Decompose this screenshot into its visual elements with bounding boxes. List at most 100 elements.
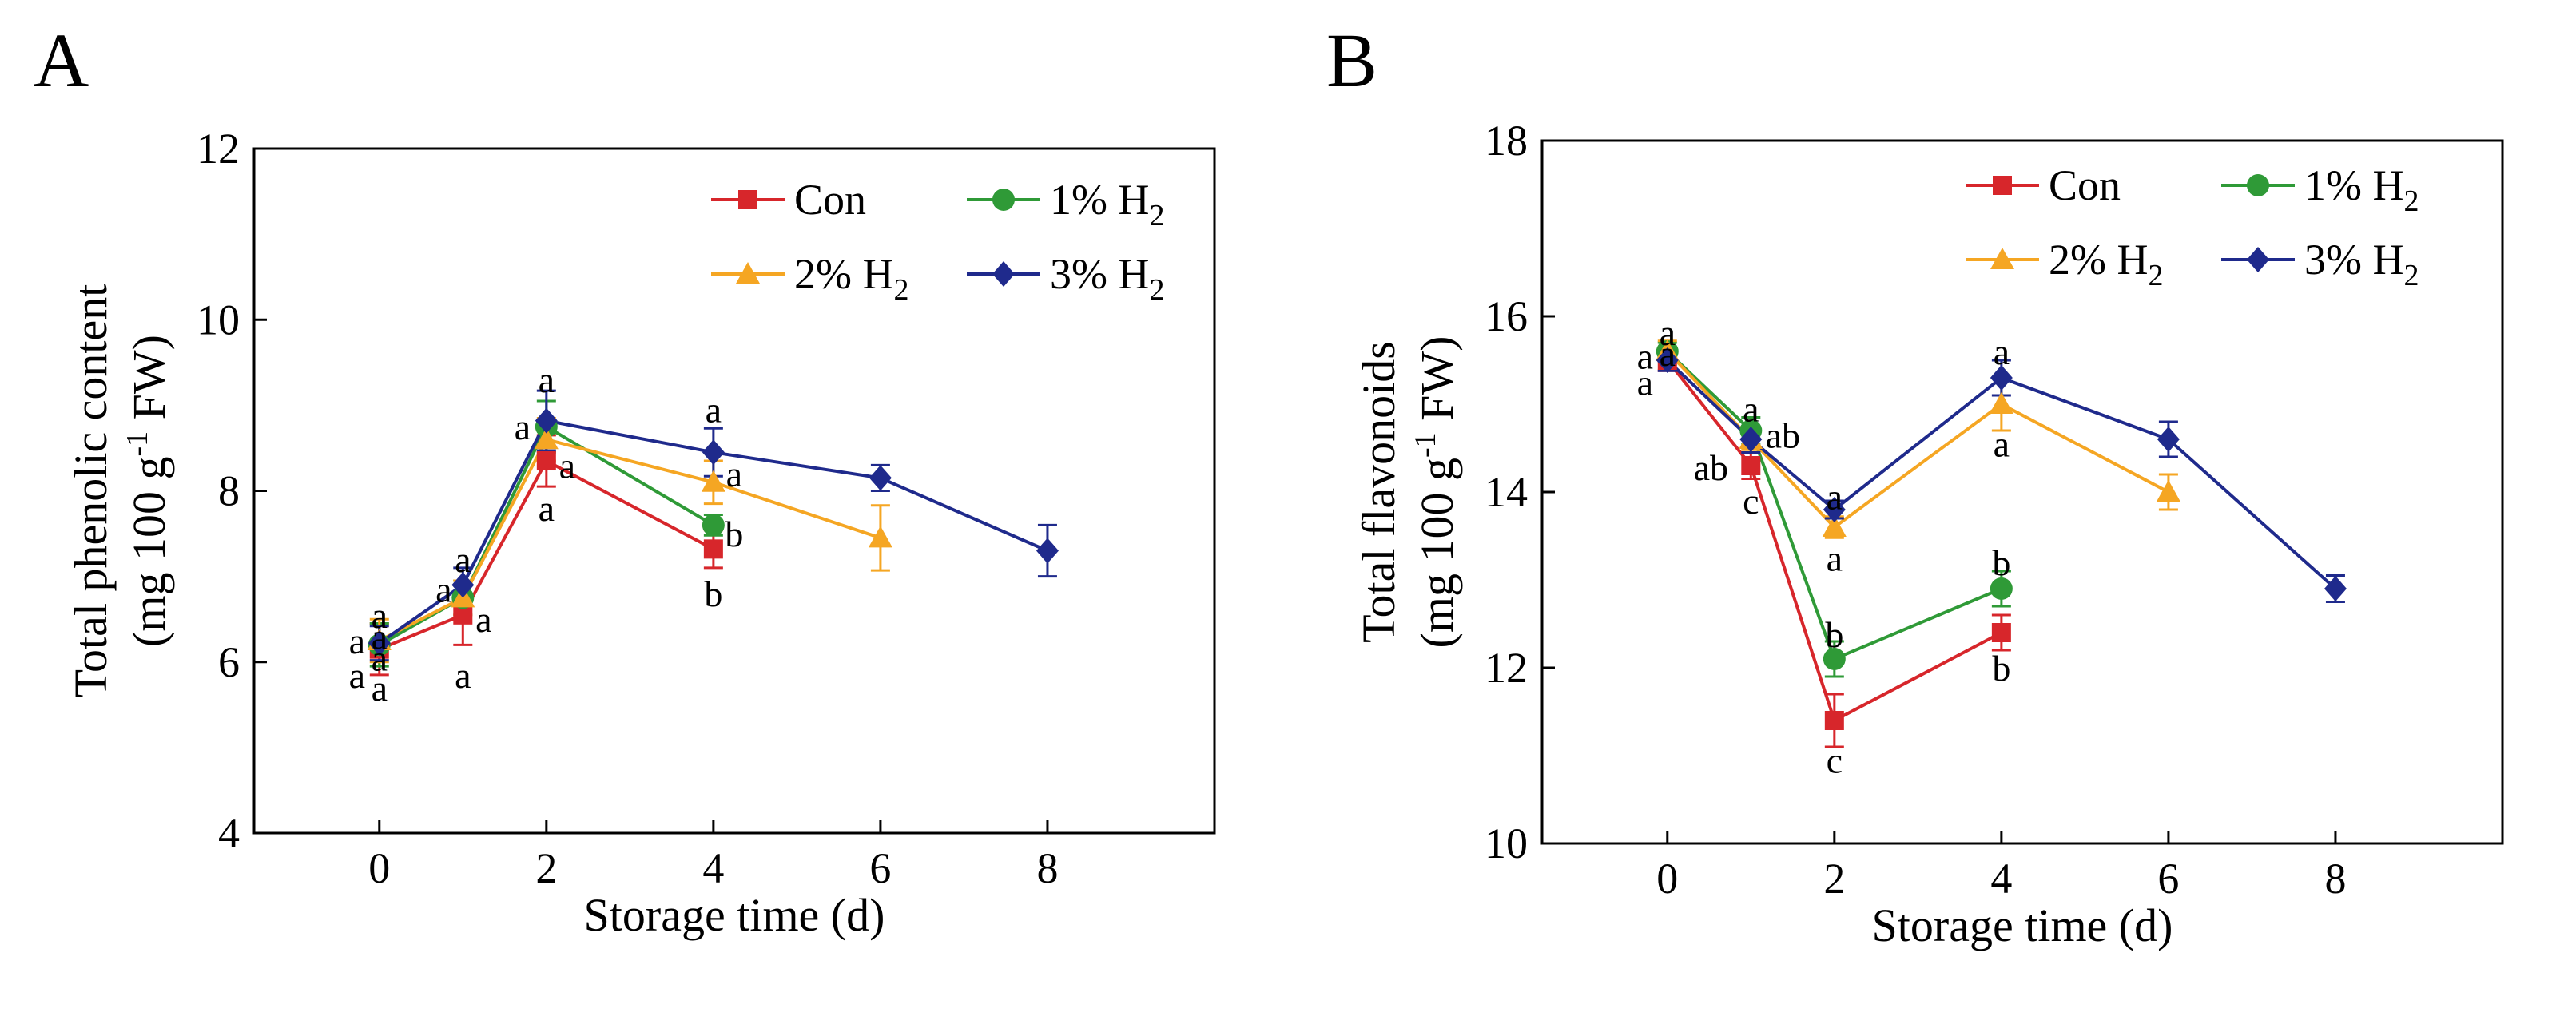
legend-label-text: Con xyxy=(794,176,866,224)
data-point xyxy=(1991,623,2011,642)
data-point xyxy=(1656,347,1679,373)
legend-label-subscript: 2 xyxy=(2403,185,2419,218)
legend-marker xyxy=(2247,247,2269,272)
legend-label: 3% H2 xyxy=(2304,236,2419,292)
significance-letter: a xyxy=(349,655,365,696)
significance-letter: a xyxy=(1994,424,2010,465)
data-point xyxy=(702,514,725,537)
y-axis-title: Total flavonoids xyxy=(1353,341,1405,643)
legend-label-text: Con xyxy=(2049,161,2121,209)
x-tick-label: 4 xyxy=(1990,855,2012,903)
panel-label-a: A xyxy=(34,18,89,103)
significance-letter: a xyxy=(372,617,388,657)
legend-label-text: 2% H xyxy=(794,250,893,298)
significance-letter: a xyxy=(539,488,555,529)
significance-letter: ab xyxy=(1766,415,1800,456)
data-point xyxy=(2156,480,2180,502)
significance-letter: c xyxy=(1743,481,1759,522)
series-line xyxy=(379,458,714,651)
significance-letter: a xyxy=(372,595,388,636)
legend-label: Con xyxy=(2049,161,2121,209)
x-tick-label: 6 xyxy=(2157,855,2179,903)
x-tick-label: 0 xyxy=(368,844,390,892)
data-point xyxy=(1739,427,1763,452)
legend-label-subscript: 2 xyxy=(2148,259,2163,292)
data-point xyxy=(868,526,892,548)
significance-letter: b xyxy=(1992,648,2010,689)
series-line xyxy=(1666,350,2002,661)
y-tick-label: 12 xyxy=(1485,644,1528,692)
data-point xyxy=(535,407,558,434)
data-point xyxy=(703,539,723,559)
data-point xyxy=(451,572,475,598)
data-point xyxy=(1824,711,1844,730)
x-axis-title: Storage time (d) xyxy=(1872,899,2173,951)
y-axis-unit-superscript: -1 xyxy=(1409,432,1442,458)
data-point xyxy=(1036,538,1059,564)
y-tick-label: 10 xyxy=(1485,820,1528,867)
significance-letter: b xyxy=(704,574,722,614)
significance-letter: ab xyxy=(1694,447,1728,488)
significance-letter: a xyxy=(539,359,555,400)
series-line xyxy=(378,424,714,647)
significance-letter: a xyxy=(1660,333,1676,374)
y-tick-label: 4 xyxy=(218,809,240,857)
significance-letter: a xyxy=(559,445,575,486)
legend-marker xyxy=(992,261,1015,287)
y-tick-label: 12 xyxy=(197,125,240,173)
y-axis-unit-text: (mg 100 g xyxy=(1411,458,1463,648)
significance-letter: b xyxy=(1992,542,2010,583)
data-point xyxy=(1990,577,2013,600)
legend-marker xyxy=(992,189,1015,211)
x-tick-label: 4 xyxy=(702,844,724,892)
series-line xyxy=(1666,359,2002,723)
y-tick-label: 14 xyxy=(1485,468,1528,516)
data-point xyxy=(1823,497,1846,522)
x-tick-label: 8 xyxy=(2324,855,2346,903)
data-point xyxy=(1823,648,1846,670)
legend-label-subscript: 2 xyxy=(1149,273,1164,307)
chart-panel-b: 0 2 4 6 8 10 12 14 16 18 Storage time (d) Total fla… xyxy=(1353,117,2504,951)
x-tick-label: 0 xyxy=(1656,855,1678,903)
y-tick-label: 18 xyxy=(1485,117,1528,165)
legend-label-text: 3% H xyxy=(2304,236,2403,284)
legend-marker xyxy=(1990,248,2014,269)
legend-label: 3% H2 xyxy=(1050,250,1164,307)
y-axis-unit-text: (mg 100 g xyxy=(123,457,175,647)
significance-letter: a xyxy=(1637,363,1653,403)
x-tick-label: 8 xyxy=(1036,844,1058,892)
significance-letter: a xyxy=(372,668,388,708)
significance-letter: a xyxy=(1660,312,1676,353)
legend-label: Con xyxy=(794,176,866,224)
x-tick-label: 6 xyxy=(869,844,891,892)
data-point xyxy=(701,470,725,492)
significance-letter: c xyxy=(1827,740,1843,781)
significance-letter: a xyxy=(372,637,388,678)
legend-label-text: 1% H xyxy=(2304,161,2403,209)
y-tick-label: 16 xyxy=(1485,292,1528,340)
significance-letter: a xyxy=(1827,477,1843,518)
significance-letter: a xyxy=(455,539,471,580)
chart-panel-a: 0 2 4 6 8 4 6 8 10 12 Storage time (d) Total phenol… xyxy=(65,125,1216,941)
data-point xyxy=(702,439,725,466)
data-point xyxy=(2157,427,2180,452)
x-axis-title: Storage time (d) xyxy=(584,889,885,941)
y-axis-unit-superscript: -1 xyxy=(121,431,154,457)
significance-letter: a xyxy=(1827,538,1843,579)
significance-letter: b xyxy=(725,514,743,554)
legend-marker xyxy=(2247,174,2269,196)
legend-marker xyxy=(738,190,757,209)
x-tick-label: 2 xyxy=(1823,855,1845,903)
y-axis-unit-text: FW) xyxy=(123,335,175,431)
y-tick-label: 10 xyxy=(197,296,240,343)
panel-label-b: B xyxy=(1326,18,1377,103)
data-point xyxy=(2324,576,2347,601)
data-point xyxy=(1741,456,1761,475)
significance-letter: a xyxy=(515,407,531,447)
data-point xyxy=(536,451,556,471)
significance-letter: a xyxy=(349,621,365,661)
y-axis-unit-text: FW) xyxy=(1411,336,1463,433)
y-axis-unit: (mg 100 g-1 FW) xyxy=(121,335,175,647)
data-point xyxy=(1822,515,1847,537)
